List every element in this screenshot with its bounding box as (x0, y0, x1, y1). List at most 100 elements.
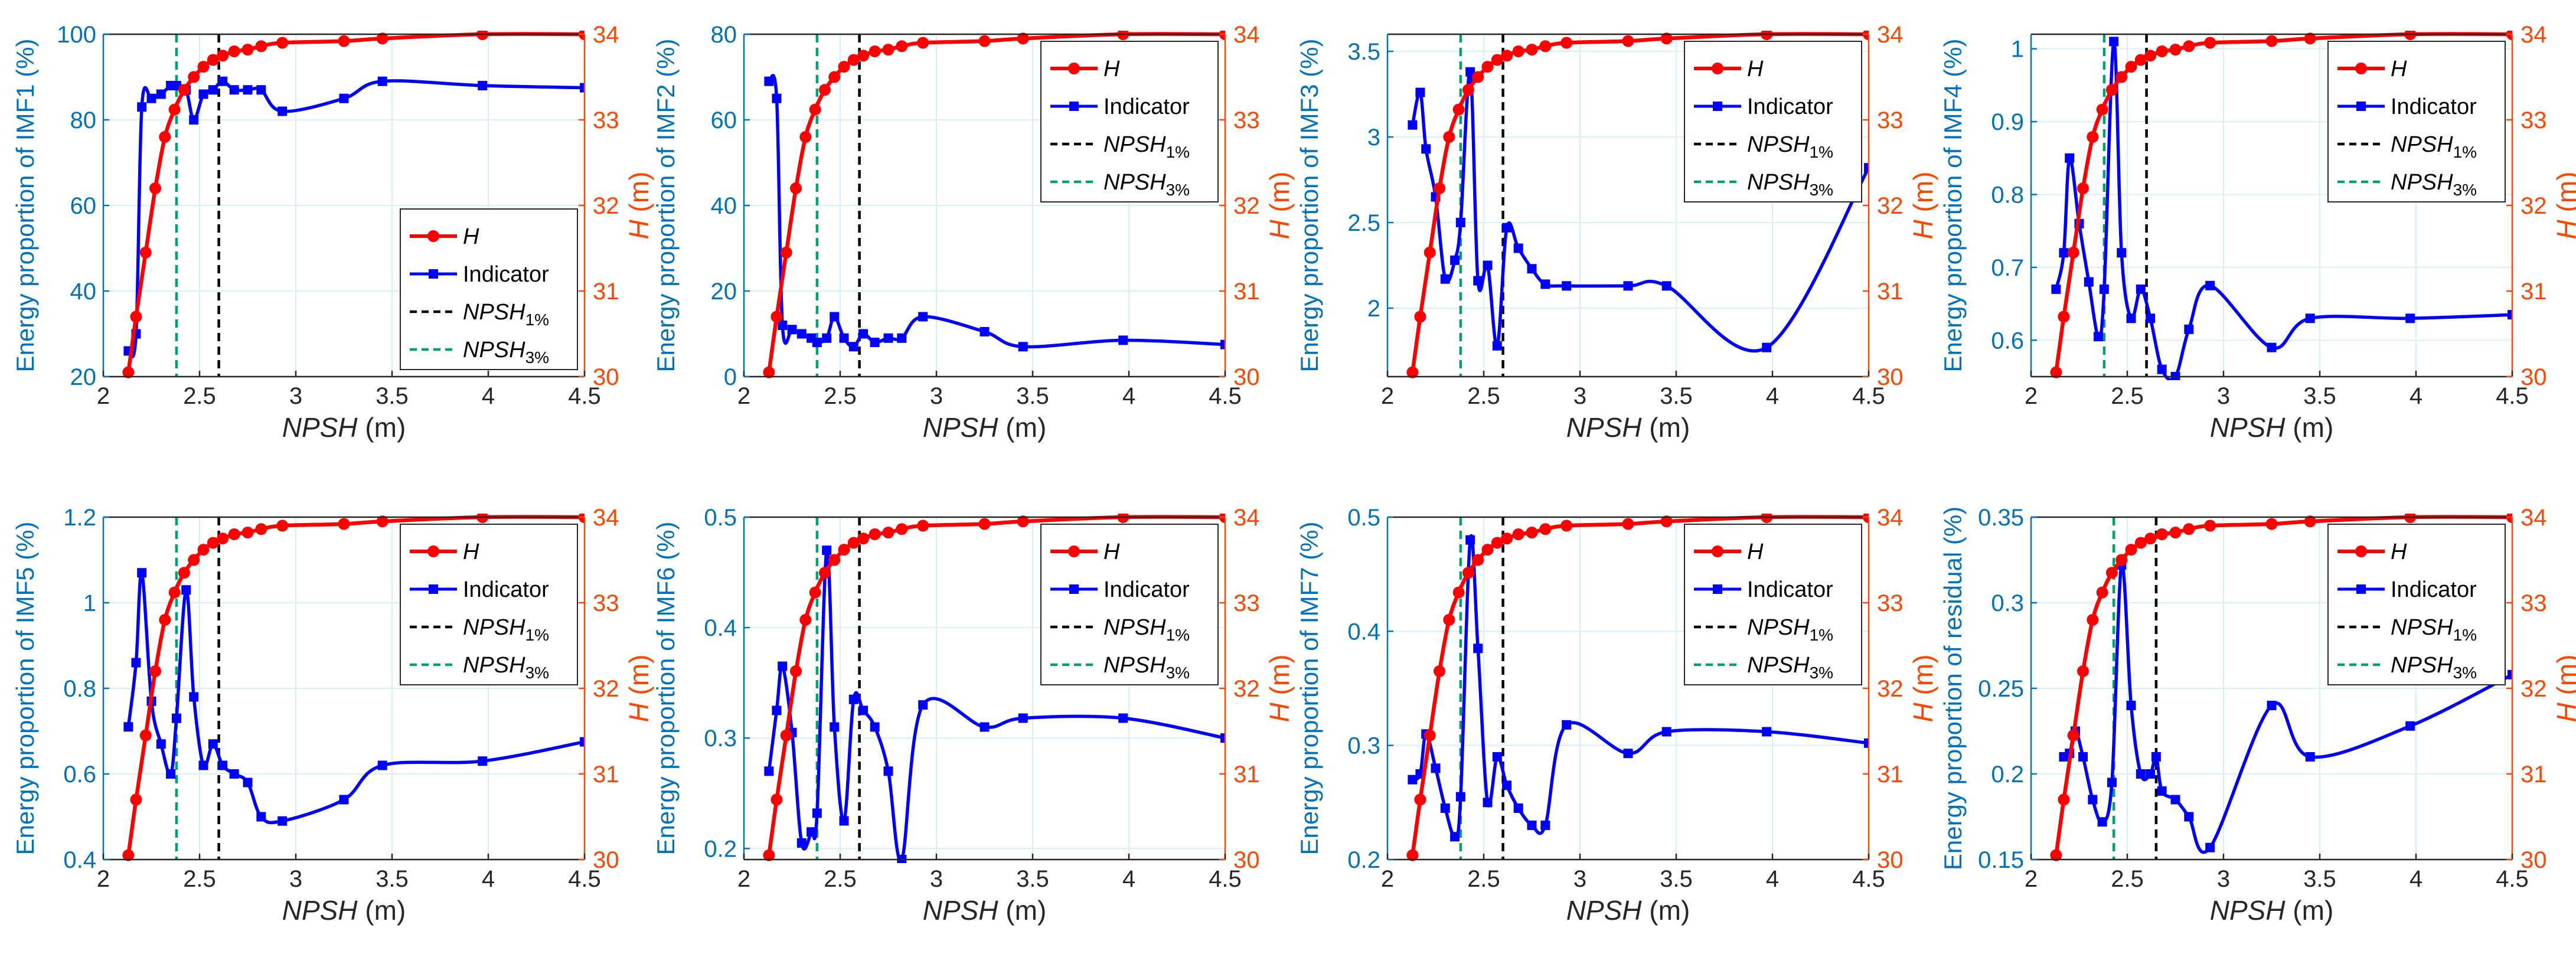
h-point (857, 50, 870, 62)
indicator-point (208, 85, 218, 95)
y-tick-label: 0 (724, 364, 737, 390)
indicator-series (123, 76, 585, 359)
h-point (790, 182, 802, 194)
h-point (896, 40, 908, 53)
x-tick-label: 2.5 (183, 383, 216, 409)
legend-npsh3-var: NPSH (2391, 170, 2453, 195)
legend-indicator-label: Indicator (1103, 577, 1190, 602)
h-point (828, 554, 841, 566)
h-point (809, 103, 821, 116)
legend-npsh1-sub: 1% (1166, 143, 1190, 161)
x-axis-label-unit: (m) (998, 412, 1047, 443)
y-tick-label: 2 (1367, 296, 1380, 322)
h-point (896, 523, 908, 535)
x-tick-label: 2.5 (1467, 383, 1500, 409)
legend-indicator-marker (429, 584, 438, 594)
x-tick-label: 2 (1381, 866, 1394, 892)
h-point (1117, 514, 1129, 523)
indicator-point (1408, 120, 1418, 130)
y-tick-label: 0.3 (704, 726, 737, 752)
indicator-point (1513, 803, 1523, 813)
legend-npsh1-sub: 1% (1166, 626, 1190, 644)
h-point (2169, 44, 2182, 56)
y-tick-label: 0.5 (704, 505, 737, 531)
y2-tick-label: 34 (1877, 505, 1904, 531)
h-point (2096, 103, 2108, 116)
y2-axis-label: H (m) (2551, 172, 2576, 240)
h-point (1622, 35, 1634, 47)
h-point (1472, 71, 1484, 83)
x-tick-label: 2 (737, 866, 750, 892)
indicator-point (478, 81, 488, 90)
h-point (579, 31, 585, 40)
y2-tick-label: 30 (593, 364, 619, 390)
h-point (207, 54, 219, 66)
h-point (2134, 537, 2147, 549)
h-point (2156, 45, 2168, 57)
indicator-point (796, 329, 807, 339)
indicator-point (1440, 274, 1450, 284)
h-point (188, 71, 200, 83)
y-tick-label: 0.2 (704, 836, 737, 862)
y2-axis-label: H (m) (623, 172, 654, 240)
x-axis-label: NPSH (m) (1566, 895, 1690, 926)
indicator-point (2109, 37, 2119, 47)
legend-npsh1-label: NPSH1% (463, 300, 549, 329)
indicator-point (980, 326, 990, 336)
h-point (2156, 528, 2168, 540)
indicator-point (778, 321, 788, 330)
h-point (2506, 514, 2512, 523)
y2-axis-label-var: H (1908, 219, 1938, 239)
h-point (1491, 54, 1503, 66)
indicator-point (870, 722, 880, 732)
y2-tick-label: 30 (1877, 847, 1904, 873)
h-point (2096, 586, 2108, 599)
y2-axis-label-var: H (623, 702, 654, 722)
y-tick-label: 0.5 (1347, 505, 1380, 531)
x-axis-label-var: NPSH (2210, 895, 2286, 926)
h-point (2204, 520, 2216, 532)
indicator-point (208, 739, 218, 749)
x-tick-label: 4.5 (1852, 866, 1885, 892)
legend-npsh3-label: NPSH3% (2391, 653, 2477, 682)
x-tick-label: 4 (1766, 383, 1779, 409)
indicator-point (198, 760, 208, 770)
indicator-point (848, 694, 858, 704)
indicator-point (1118, 335, 1128, 345)
y2-axis-label-unit: (m) (1908, 655, 1938, 703)
x-axis-label: NPSH (m) (923, 895, 1047, 926)
y-axis-label: Energy proportion of IMF6 (%) (652, 522, 680, 855)
h-point (1501, 50, 1513, 62)
indicator-point (1440, 803, 1450, 813)
h-point (2404, 31, 2417, 40)
x-tick-label: 3.5 (1660, 866, 1693, 892)
y2-tick-label: 34 (2521, 505, 2547, 531)
indicator-point (189, 115, 199, 125)
h-series (122, 31, 585, 378)
h-point (159, 131, 171, 143)
indicator-point (764, 76, 774, 86)
h-point (1452, 103, 1465, 116)
indicator-point (1483, 260, 1493, 270)
indicator-point (2059, 248, 2069, 258)
x-tick-label: 4 (2410, 383, 2422, 409)
legend-npsh3-var: NPSH (463, 653, 525, 678)
y-tick-label: 0.8 (63, 676, 96, 702)
indicator-point (830, 722, 840, 732)
indicator-point (2117, 248, 2127, 258)
legend-h-label: H (463, 540, 479, 564)
y2-axis-label-unit: (m) (2551, 172, 2576, 220)
h-point (1443, 131, 1455, 143)
indicator-point (1450, 255, 1460, 265)
indicator-line (767, 74, 1225, 349)
x-tick-label: 4.5 (568, 383, 601, 409)
x-tick-label: 4 (1122, 383, 1135, 409)
indicator-point (772, 705, 782, 716)
indicator-point (1220, 339, 1225, 349)
legend-box (1684, 41, 1862, 202)
y-tick-label: 40 (70, 279, 97, 305)
y2-tick-label: 30 (1233, 364, 1260, 390)
